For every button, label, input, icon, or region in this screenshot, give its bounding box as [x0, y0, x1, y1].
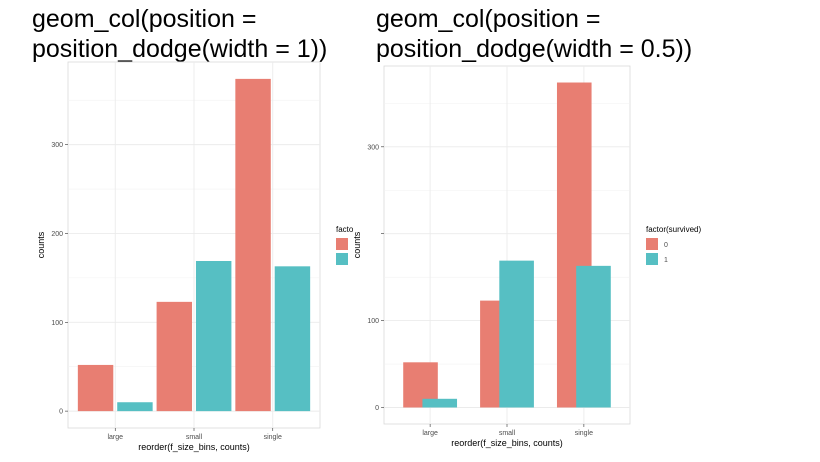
left-x-tick-label: large	[107, 434, 123, 441]
left-x-tick-label: small	[186, 434, 203, 441]
left-y-tick-label: 200	[51, 231, 63, 238]
right-bar-1-large	[422, 398, 458, 408]
right-y-tick-label: 0	[375, 405, 379, 412]
right-x-axis-title: reorder(f_size_bins, counts)	[451, 438, 563, 448]
left-legend-swatch-0	[336, 238, 348, 250]
left-bar-1-single	[274, 266, 311, 412]
right-x-tick-label: large	[422, 430, 438, 437]
right-legend-label-1: 1	[664, 257, 668, 264]
right-y-tick-label: 300	[367, 144, 379, 151]
right-bar-1-single	[576, 265, 611, 408]
right-x-tick-label: small	[499, 430, 516, 437]
left-legend-swatch-1	[336, 253, 348, 265]
left-chart-title-line1: geom_col(position =	[32, 5, 257, 33]
left-bar-0-small	[156, 301, 193, 412]
right-y-axis-title-overlay: counts	[352, 231, 362, 258]
left-legend-title: facto	[336, 225, 354, 234]
left-bar-1-small	[195, 260, 232, 412]
right-chart-title-line1: geom_col(position =	[376, 5, 601, 33]
right-legend-title: factor(survived)	[646, 225, 701, 234]
left-y-tick-label: 100	[51, 320, 63, 327]
left-y-axis-title: counts	[36, 231, 46, 258]
right-y-tick-label: 100	[367, 318, 379, 325]
left-legend-occluder	[354, 215, 380, 275]
left-y-tick-label: 300	[51, 142, 63, 149]
left-chart-title-line2: position_dodge(width = 1))	[32, 35, 328, 63]
right-chart-title-line2: position_dodge(width = 0.5))	[376, 35, 693, 63]
left-x-tick-label: single	[264, 434, 282, 441]
left-y-tick-label: 0	[59, 409, 63, 416]
right-legend-swatch-0	[646, 238, 658, 250]
right-legend-swatch-1	[646, 253, 658, 265]
left-bar-0-single	[235, 78, 271, 412]
right-x-tick-label: single	[575, 430, 593, 437]
left-bar-0-large	[77, 364, 114, 412]
right-legend-label-0: 0	[664, 242, 668, 249]
left-bar-1-large	[117, 402, 153, 412]
left-x-axis-title: reorder(f_size_bins, counts)	[138, 442, 250, 452]
right-bar-1-small	[499, 260, 534, 408]
